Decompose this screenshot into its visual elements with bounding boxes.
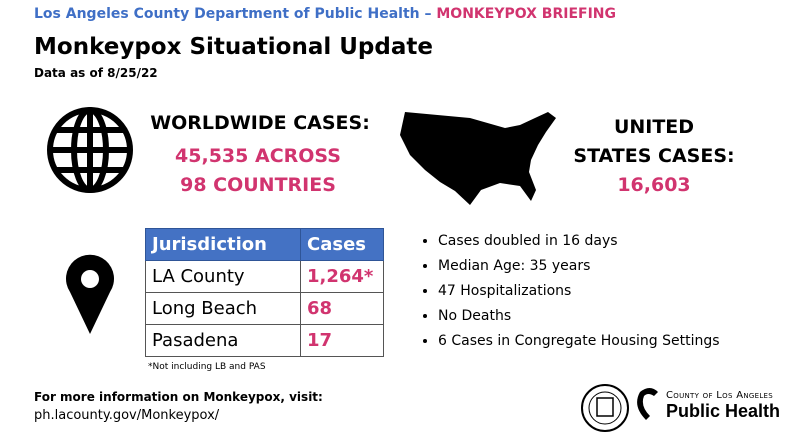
footer-text: For more information on Monkeypox, visit… [34,390,323,404]
worldwide-line: 98 COUNTRIES [180,174,336,196]
worldwide-label: WORLDWIDE CASES: [150,112,370,134]
cell: LA County [145,260,301,293]
location-pin-icon [66,254,114,334]
bullet: No Deaths [438,305,720,330]
separator: – [424,6,432,22]
cell: Pasadena [145,324,301,357]
us-value: 16,603 [617,174,691,196]
county-seal [581,384,629,432]
us-map-icon [400,112,556,205]
bullet: Median Age: 35 years [438,255,720,280]
cell: 68 [300,292,384,325]
subtitle: Data as of 8/25/22 [34,66,158,80]
table-header: Jurisdiction Cases [145,228,384,261]
worldwide-line: 45,535 ACROSS [175,145,341,167]
cell: 1,264* [300,260,384,293]
header: Los Angeles County Department of Public … [34,6,616,22]
bullet: 6 Cases in Congregate Housing Settings [438,330,720,355]
title: Monkeypox Situational Update [34,34,433,60]
header-cell: Cases [300,228,384,261]
table-row: LA County 1,264* [145,260,384,293]
logo-text: County of Los Angeles [666,390,773,401]
bullet: Cases doubled in 16 days [438,230,720,255]
globe-icon [47,107,133,193]
cell: Long Beach [145,292,301,325]
org: Los Angeles County Department of Public … [34,6,420,22]
logo-mark [637,388,658,420]
table-row: Long Beach 68 [145,292,384,325]
cell: 17 [300,324,384,357]
footer-link: ph.lacounty.gov/Monkeypox/ [34,408,220,423]
us-label: STATES CASES: [573,145,735,167]
header-cell: Jurisdiction [145,228,301,261]
bullet-list: Cases doubled in 16 days Median Age: 35 … [418,230,720,355]
logo-text: Public Health [666,401,781,421]
jurisdiction-table: Jurisdiction Cases LA County 1,264* Long … [145,228,384,357]
footnote: *Not including LB and PAS [148,362,266,372]
bullet: 47 Hospitalizations [438,280,720,305]
briefing: MONKEYPOX BRIEFING [436,6,616,22]
table-row: Pasadena 17 [145,324,384,357]
us-label: UNITED [613,116,695,138]
